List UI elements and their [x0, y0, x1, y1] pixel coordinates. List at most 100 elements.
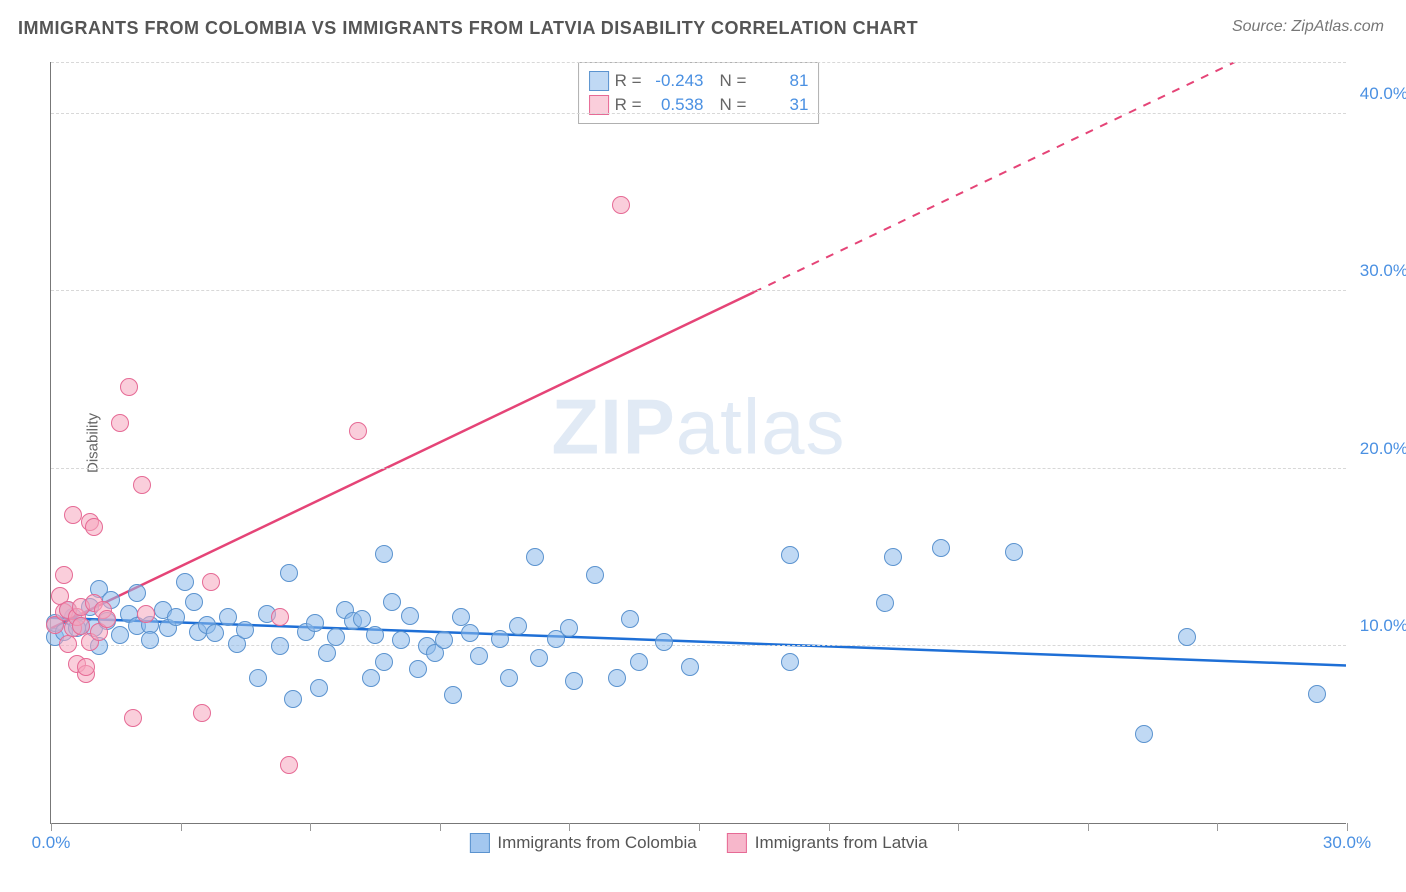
scatter-point: [167, 608, 185, 626]
scatter-point: [491, 630, 509, 648]
scatter-point: [435, 631, 453, 649]
scatter-point: [271, 608, 289, 626]
scatter-point: [362, 669, 380, 687]
gridline-horizontal: [51, 468, 1346, 469]
scatter-point: [64, 506, 82, 524]
scatter-point: [280, 756, 298, 774]
swatch-latvia: [589, 95, 609, 115]
scatter-point: [444, 686, 462, 704]
scatter-point: [876, 594, 894, 612]
scatter-point: [470, 647, 488, 665]
scatter-point: [141, 631, 159, 649]
scatter-point: [318, 644, 336, 662]
scatter-point: [621, 610, 639, 628]
scatter-point: [193, 704, 211, 722]
scatter-point: [586, 566, 604, 584]
scatter-point: [409, 660, 427, 678]
stats-n-value-colombia: 81: [752, 71, 808, 91]
scatter-point: [461, 624, 479, 642]
x-tick: [829, 823, 830, 831]
y-axis-label: Disability: [85, 412, 102, 472]
x-tick: [181, 823, 182, 831]
scatter-point: [310, 679, 328, 697]
x-tick: [1347, 823, 1348, 831]
scatter-point: [77, 658, 95, 676]
watermark-zip: ZIP: [551, 383, 675, 471]
scatter-point: [219, 608, 237, 626]
y-tick-label: 10.0%: [1352, 616, 1406, 636]
scatter-point: [401, 607, 419, 625]
scatter-point: [236, 621, 254, 639]
scatter-point: [1135, 725, 1153, 743]
scatter-point: [1178, 628, 1196, 646]
scatter-point: [202, 573, 220, 591]
source-attribution: Source: ZipAtlas.com: [1232, 18, 1384, 36]
scatter-point: [353, 610, 371, 628]
plot-area: Disability ZIPatlas R = -0.243 N = 81 R …: [50, 62, 1346, 824]
y-tick-label: 30.0%: [1352, 261, 1406, 281]
scatter-point: [526, 548, 544, 566]
scatter-point: [681, 658, 699, 676]
scatter-point: [271, 637, 289, 655]
scatter-point: [206, 624, 224, 642]
scatter-point: [500, 669, 518, 687]
trend-line: [51, 292, 754, 628]
legend: Immigrants from Colombia Immigrants from…: [469, 833, 927, 853]
scatter-point: [608, 669, 626, 687]
stats-row-colombia: R = -0.243 N = 81: [589, 69, 809, 93]
trend-line-dashed: [754, 62, 1235, 292]
scatter-point: [392, 631, 410, 649]
scatter-point: [366, 626, 384, 644]
watermark-atlas: atlas: [676, 383, 846, 471]
scatter-point: [128, 584, 146, 602]
legend-label-colombia: Immigrants from Colombia: [497, 833, 696, 853]
legend-swatch-latvia: [727, 833, 747, 853]
x-tick: [1217, 823, 1218, 831]
x-tick: [958, 823, 959, 831]
scatter-point: [98, 610, 116, 628]
scatter-point: [120, 378, 138, 396]
x-tick: [1088, 823, 1089, 831]
scatter-point: [884, 548, 902, 566]
x-tick-label-max: 30.0%: [1323, 833, 1371, 853]
x-tick: [569, 823, 570, 831]
x-tick: [440, 823, 441, 831]
gridline-horizontal: [51, 113, 1346, 114]
scatter-point: [509, 617, 527, 635]
swatch-colombia: [589, 71, 609, 91]
gridline-horizontal: [51, 62, 1346, 63]
scatter-point: [124, 709, 142, 727]
scatter-point: [55, 566, 73, 584]
scatter-point: [630, 653, 648, 671]
scatter-point: [655, 633, 673, 651]
scatter-point: [111, 414, 129, 432]
correlation-stats-box: R = -0.243 N = 81 R = 0.538 N = 31: [578, 62, 820, 124]
stats-r-label: R =: [615, 95, 642, 115]
scatter-point: [85, 518, 103, 536]
scatter-point: [932, 539, 950, 557]
legend-label-latvia: Immigrants from Latvia: [755, 833, 928, 853]
scatter-point: [349, 422, 367, 440]
scatter-point: [375, 653, 393, 671]
y-tick-label: 40.0%: [1352, 84, 1406, 104]
scatter-point: [306, 614, 324, 632]
scatter-point: [327, 628, 345, 646]
scatter-point: [560, 619, 578, 637]
scatter-point: [530, 649, 548, 667]
stats-n-label: N =: [720, 71, 747, 91]
x-tick-label-min: 0.0%: [32, 833, 71, 853]
scatter-point: [565, 672, 583, 690]
scatter-point: [185, 593, 203, 611]
gridline-horizontal: [51, 290, 1346, 291]
stats-n-value-latvia: 31: [752, 95, 808, 115]
chart-container: IMMIGRANTS FROM COLOMBIA VS IMMIGRANTS F…: [0, 0, 1406, 892]
scatter-point: [612, 196, 630, 214]
y-tick-label: 20.0%: [1352, 439, 1406, 459]
watermark: ZIPatlas: [551, 382, 845, 473]
legend-item-colombia: Immigrants from Colombia: [469, 833, 696, 853]
x-tick: [699, 823, 700, 831]
scatter-point: [781, 653, 799, 671]
x-tick: [51, 823, 52, 831]
stats-r-value-colombia: -0.243: [648, 71, 704, 91]
scatter-point: [284, 690, 302, 708]
